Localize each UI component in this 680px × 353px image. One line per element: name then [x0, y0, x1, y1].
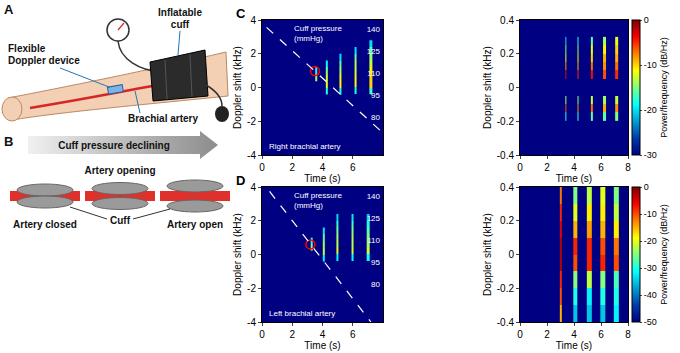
svg-text:Right brachial artery: Right brachial artery: [269, 142, 341, 151]
svg-text:-2: -2: [247, 116, 256, 127]
svg-text:-2: -2: [247, 283, 256, 294]
svg-text:Time (s): Time (s): [556, 173, 592, 184]
svg-text:-4: -4: [247, 317, 256, 328]
svg-text:Time (s): Time (s): [304, 340, 340, 351]
svg-text:-4: -4: [247, 150, 256, 161]
svg-text:140: 140: [367, 192, 381, 201]
svg-text:0: 0: [508, 82, 514, 93]
svg-text:A: A: [4, 2, 14, 17]
svg-text:6: 6: [350, 329, 356, 340]
svg-text:C: C: [236, 6, 246, 21]
svg-text:4: 4: [571, 162, 577, 173]
svg-text:95: 95: [371, 258, 380, 267]
svg-text:0: 0: [644, 182, 649, 192]
svg-text:4: 4: [320, 329, 326, 340]
svg-text:4: 4: [571, 329, 577, 340]
svg-text:Inflatable: Inflatable: [158, 7, 202, 18]
svg-text:2: 2: [289, 329, 295, 340]
svg-text:0.4: 0.4: [500, 182, 514, 193]
svg-text:80: 80: [371, 113, 380, 122]
svg-text:0: 0: [259, 329, 265, 340]
svg-text:Doppler shift (kHz): Doppler shift (kHz): [482, 46, 493, 129]
svg-text:-0.2: -0.2: [497, 116, 515, 127]
svg-text:Doppler device: Doppler device: [8, 55, 80, 66]
svg-text:-50: -50: [644, 317, 657, 327]
svg-text:2: 2: [250, 48, 256, 59]
svg-text:0: 0: [250, 82, 256, 93]
svg-text:6: 6: [350, 162, 356, 173]
svg-text:Doppler shift (kHz): Doppler shift (kHz): [482, 213, 493, 296]
svg-text:-40: -40: [644, 290, 657, 300]
svg-text:0: 0: [250, 249, 256, 260]
svg-text:Artery opening: Artery opening: [84, 165, 155, 176]
svg-text:110: 110: [367, 69, 380, 78]
svg-text:2: 2: [544, 162, 550, 173]
svg-text:cuff: cuff: [171, 19, 190, 30]
svg-text:8: 8: [625, 162, 631, 173]
svg-text:Flexible: Flexible: [8, 43, 46, 54]
svg-text:Artery closed: Artery closed: [13, 219, 77, 230]
svg-text:2: 2: [544, 329, 550, 340]
svg-text:-20: -20: [644, 105, 657, 115]
svg-text:4: 4: [250, 182, 256, 193]
svg-text:8: 8: [625, 329, 631, 340]
svg-text:6: 6: [598, 162, 604, 173]
svg-text:110: 110: [367, 236, 380, 245]
svg-text:-30: -30: [644, 150, 657, 160]
svg-text:Brachial artery: Brachial artery: [128, 113, 198, 124]
svg-text:Cuff pressure declining: Cuff pressure declining: [58, 140, 170, 151]
svg-text:Cuff: Cuff: [110, 215, 131, 226]
svg-text:0: 0: [517, 329, 523, 340]
svg-text:D: D: [236, 173, 245, 188]
svg-text:Artery open: Artery open: [167, 219, 223, 230]
svg-text:95: 95: [371, 91, 380, 100]
svg-text:-0.2: -0.2: [497, 283, 515, 294]
svg-text:80: 80: [371, 280, 380, 289]
svg-text:Cuff pressure(mmHg): Cuff pressure(mmHg): [294, 24, 342, 43]
svg-text:0: 0: [508, 249, 514, 260]
svg-text:Cuff pressure(mmHg): Cuff pressure(mmHg): [294, 191, 342, 210]
svg-text:4: 4: [320, 162, 326, 173]
svg-text:Time (s): Time (s): [304, 173, 340, 184]
svg-text:Doppler shift (kHz): Doppler shift (kHz): [232, 46, 243, 129]
svg-text:4: 4: [250, 15, 256, 26]
svg-text:0.2: 0.2: [500, 215, 514, 226]
svg-text:-30: -30: [644, 263, 657, 273]
svg-text:-20: -20: [644, 236, 657, 246]
svg-text:140: 140: [367, 25, 381, 34]
svg-text:2: 2: [250, 215, 256, 226]
svg-text:Time (s): Time (s): [556, 340, 592, 351]
svg-text:2: 2: [289, 162, 295, 173]
svg-text:0.2: 0.2: [500, 48, 514, 59]
svg-text:-10: -10: [644, 209, 657, 219]
svg-text:-10: -10: [644, 60, 657, 70]
svg-text:-0.4: -0.4: [497, 317, 515, 328]
svg-text:6: 6: [598, 329, 604, 340]
svg-text:-0.4: -0.4: [497, 150, 515, 161]
svg-text:0: 0: [259, 162, 265, 173]
svg-text:0: 0: [644, 15, 649, 25]
svg-text:B: B: [4, 134, 13, 149]
svg-text:125: 125: [367, 214, 381, 223]
svg-text:0.4: 0.4: [500, 15, 514, 26]
svg-text:125: 125: [367, 47, 381, 56]
svg-text:Power/frequency (dB/Hz): Power/frequency (dB/Hz): [659, 37, 669, 138]
svg-text:Doppler shift (kHz): Doppler shift (kHz): [232, 213, 243, 296]
svg-text:0: 0: [517, 162, 523, 173]
svg-text:Left brachial artery: Left brachial artery: [269, 309, 335, 318]
svg-text:Power/frequency (dB/Hz): Power/frequency (dB/Hz): [659, 204, 669, 305]
